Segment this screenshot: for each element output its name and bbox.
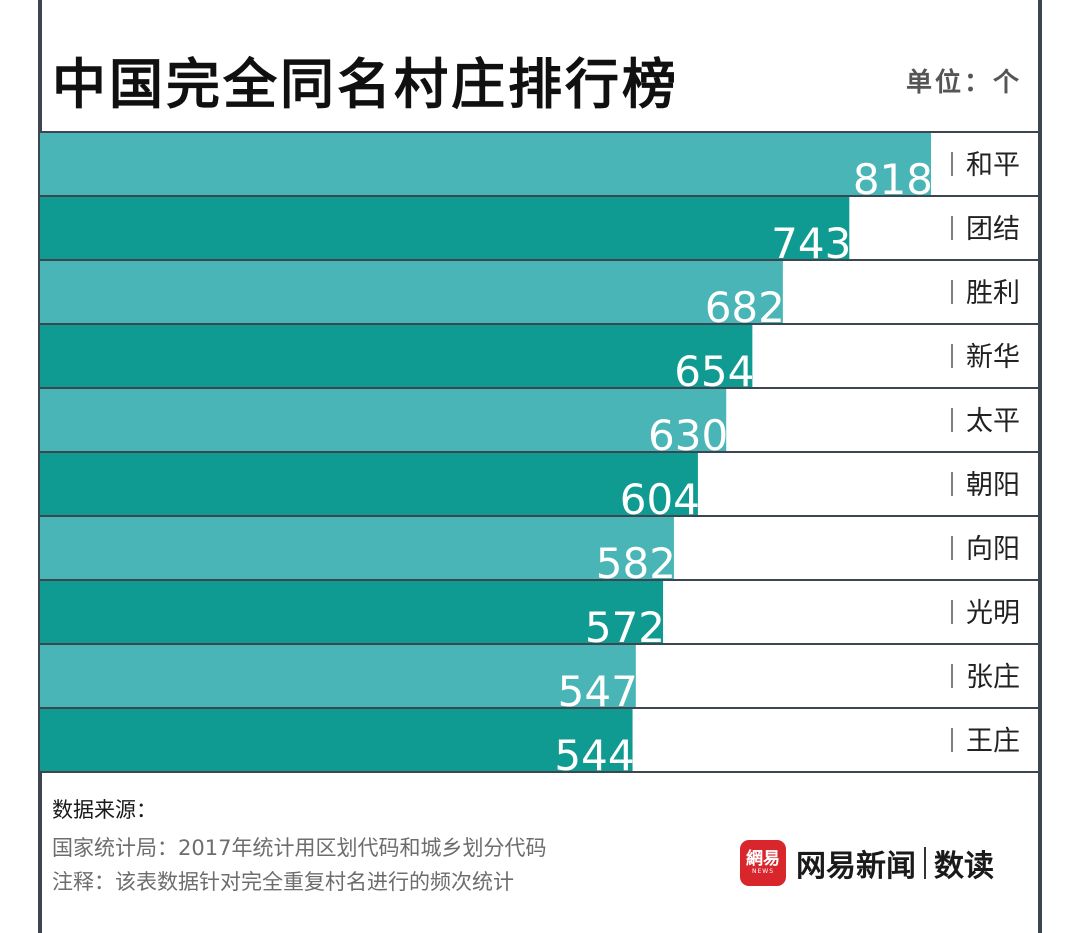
bar-太平 xyxy=(40,389,727,451)
category-label-向阳: 向阳 xyxy=(966,534,1020,565)
category-label-团结: 团结 xyxy=(966,214,1020,245)
bar-新华 xyxy=(40,325,753,387)
bar-光明 xyxy=(40,581,664,643)
category-label-朝阳: 朝阳 xyxy=(966,470,1020,501)
category-label-和平: 和平 xyxy=(966,150,1020,181)
source-line-2: 注释：该表数据针对完全重复村名进行的频次统计 xyxy=(52,870,514,894)
bar-和平 xyxy=(40,133,931,195)
bar-向阳 xyxy=(40,517,674,579)
brand-separator xyxy=(924,847,926,879)
category-label-太平: 太平 xyxy=(966,406,1020,437)
source-heading: 数据来源： xyxy=(52,798,157,822)
logo-sub-text: NEWS xyxy=(751,868,775,875)
category-label-光明: 光明 xyxy=(966,598,1020,629)
category-label-胜利: 胜利 xyxy=(966,278,1020,309)
brand-section: 数读 xyxy=(934,849,994,884)
category-label-新华: 新华 xyxy=(966,342,1020,373)
bar-团结 xyxy=(40,197,850,259)
category-label-王庄: 王庄 xyxy=(966,726,1020,757)
chart-title: 中国完全同名村庄排行榜 xyxy=(52,53,679,116)
logo-text: 網易 xyxy=(746,849,780,869)
frame-right-border xyxy=(1038,0,1042,933)
brand-block: 網易 NEWS 网易新闻 数读 xyxy=(740,840,994,886)
source-line-1: 国家统计局：2017年统计用区划代码和城乡划分代码 xyxy=(52,836,547,860)
unit-label: 单位：个 xyxy=(905,68,1022,98)
bar-朝阳 xyxy=(40,453,698,515)
bar-王庄 xyxy=(40,709,633,771)
bar-张庄 xyxy=(40,645,636,707)
netease-logo-icon: 網易 NEWS xyxy=(740,840,786,886)
brand-name: 网易新闻 xyxy=(796,849,916,884)
bar-胜利 xyxy=(40,261,783,323)
category-label-张庄: 张庄 xyxy=(966,662,1020,693)
